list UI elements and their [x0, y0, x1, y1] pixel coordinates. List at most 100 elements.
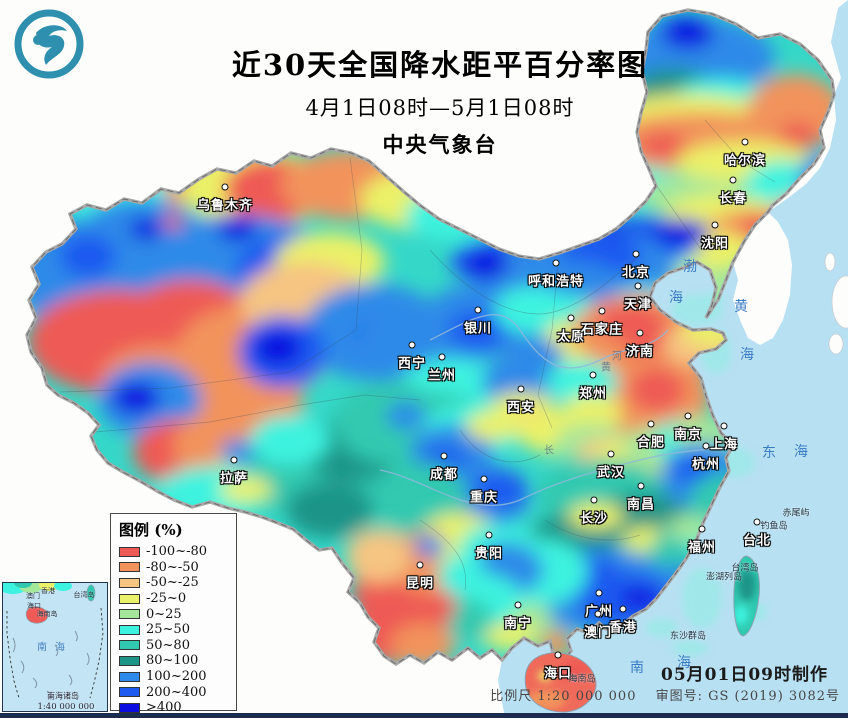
- legend-swatch: [119, 702, 140, 713]
- anomaly-blob: [778, 123, 818, 149]
- legend-swatch: [119, 640, 140, 651]
- legend-item: 80~100: [119, 653, 236, 669]
- inset-mainland-strip: [3, 583, 72, 594]
- inset-boundary-dashes: [6, 607, 104, 699]
- anomaly-blob: [673, 457, 715, 483]
- anomaly-blob: [386, 402, 426, 430]
- anomaly-blob: [479, 542, 535, 578]
- anomaly-blob: [405, 190, 505, 240]
- agency-name: 中央气象台: [382, 133, 498, 157]
- anomaly-blob: [254, 330, 302, 366]
- anomaly-blob: [60, 234, 116, 278]
- inset-label: 南海: [37, 642, 73, 654]
- anomaly-blob: [734, 605, 748, 625]
- bottom-border-strip: [0, 713, 848, 718]
- legend-item: 0~25: [119, 606, 236, 622]
- inset-label: 台湾岛: [73, 591, 95, 599]
- legend-item: -100~-80: [119, 544, 236, 560]
- anomaly-blob: [129, 218, 163, 240]
- legend-label: 200~400: [146, 684, 207, 700]
- anomaly-blob: [466, 411, 518, 441]
- legend-label: -50~-25: [146, 575, 199, 591]
- anomaly-blob: [639, 132, 687, 160]
- title-block: 近30天全国降水距平百分率图 4月1日08时—5月1日08时 中央气象台: [232, 42, 648, 159]
- inset-island-arcs: [12, 630, 90, 700]
- legend-swatch: [119, 577, 140, 588]
- legend-rows: -100~-80 -80~-50 -50~-25 -25~0 0~25 25~50 50~8…: [119, 544, 236, 716]
- inset-label: 1:40 000 000: [37, 702, 95, 712]
- map-scale-line: 比例尺 1:20 000 000 审图号: GS (2019) 3082号: [490, 685, 840, 704]
- anomaly-blob: [629, 368, 685, 412]
- page-title: 近30天全国降水距平百分率图: [231, 48, 649, 82]
- anomaly-blob: [662, 19, 714, 49]
- anomaly-blob: [646, 618, 678, 638]
- cma-logo-icon: [12, 7, 86, 81]
- legend-swatch: [119, 593, 140, 604]
- anomaly-blob: [250, 415, 330, 465]
- inset-label: 海口: [27, 602, 41, 610]
- anomaly-blob: [41, 144, 131, 196]
- anomaly-blob: [163, 215, 183, 229]
- scale-text: 比例尺 1:20 000 000: [490, 689, 637, 704]
- issue-time: 05月01日09时制作: [661, 665, 828, 685]
- inset-label: 南海诸岛: [47, 691, 79, 701]
- anomaly-blob: [654, 219, 710, 245]
- legend-label: -100~-80: [146, 544, 208, 560]
- legend-swatch: [119, 562, 140, 573]
- legend-label: 50~80: [146, 637, 190, 653]
- legend-item: 25~50: [119, 622, 236, 638]
- inset-label: 香港: [41, 587, 55, 595]
- legend-item: 50~80: [119, 638, 236, 654]
- legend-item: -80~-50: [119, 560, 236, 576]
- anomaly-blob: [220, 477, 272, 503]
- anomaly-blob: [546, 360, 618, 404]
- legend-label: -80~-50: [146, 559, 199, 575]
- legend-item: 100~200: [119, 669, 236, 685]
- legend-item: -50~-25: [119, 575, 236, 591]
- inset-label: 澳门: [26, 592, 40, 600]
- anomaly-blob: [448, 310, 508, 350]
- anomaly-blob: [672, 640, 708, 656]
- legend-label: 100~200: [146, 669, 207, 685]
- foreign-islands: [824, 252, 848, 355]
- anomaly-blob: [220, 439, 256, 465]
- legend-item: 200~400: [119, 684, 236, 700]
- anomaly-blob: [472, 472, 528, 508]
- legend-label: 25~50: [146, 622, 190, 638]
- legend-label: 0~25: [146, 606, 182, 622]
- taiwan-island: [733, 556, 760, 636]
- legend-swatch: [119, 687, 140, 698]
- legend-item: -25~0: [119, 591, 236, 607]
- legend-swatch: [119, 655, 140, 666]
- inset-label: 海南岛: [36, 610, 58, 618]
- sea-area: [498, 0, 848, 718]
- legend-swatch: [119, 546, 140, 557]
- anomaly-blob: [286, 482, 374, 538]
- inset-hainan: [25, 606, 49, 624]
- legend-label: 80~100: [146, 653, 199, 669]
- legend-label: -25~0: [146, 591, 187, 607]
- anomaly-blob: [538, 671, 552, 681]
- legend-swatch: [119, 609, 140, 620]
- anomaly-blob: [121, 126, 205, 174]
- anomaly-blob: [568, 503, 624, 529]
- anomaly-blob: [217, 215, 257, 241]
- date-range: 4月1日08时—5月1日08时: [305, 96, 575, 120]
- inset-taiwan: [86, 584, 96, 602]
- legend-swatch: [119, 624, 140, 635]
- south-china-sea-inset: 澳门 香港台湾岛海口 海南岛南海南海诸岛 1:40 000 000: [2, 582, 108, 712]
- legend-label: >400: [146, 700, 182, 716]
- legend-item: >400: [119, 700, 236, 716]
- legend-title: 图例 (%): [119, 521, 183, 539]
- anomaly-blob: [414, 535, 446, 557]
- approval-number: 审图号: GS (2019) 3082号: [655, 689, 840, 704]
- anomaly-blob: [112, 382, 160, 414]
- anomaly-blob: [346, 529, 410, 583]
- anomaly-blob: [738, 569, 756, 601]
- anomaly-blob: [561, 660, 589, 680]
- offshore-anomaly-patches: [646, 292, 767, 656]
- legend-panel: 图例 (%) -100~-80 -80~-50 -50~-25 -25~0 0~25 25…: [110, 513, 237, 715]
